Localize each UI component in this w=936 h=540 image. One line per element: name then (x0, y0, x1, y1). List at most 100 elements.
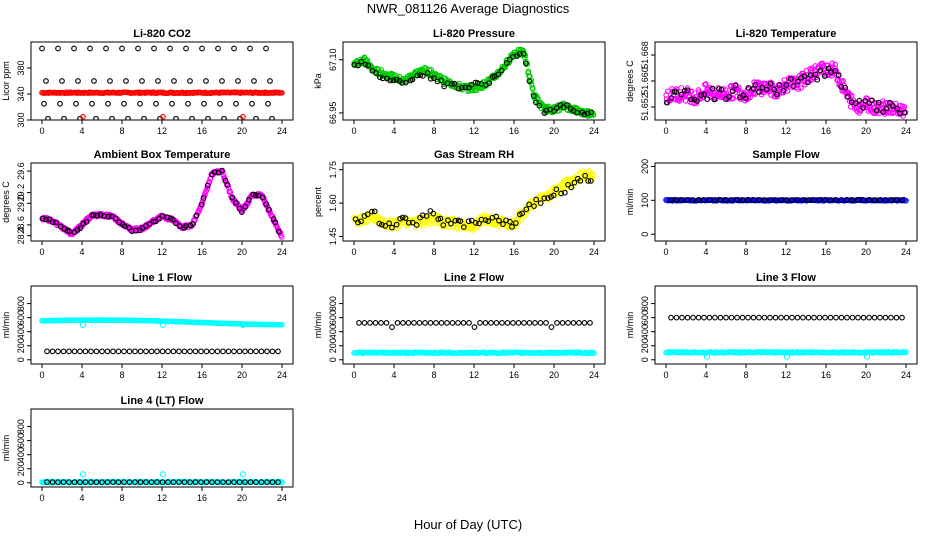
data-point (726, 93, 732, 100)
data-point (454, 225, 461, 232)
data-point (887, 99, 893, 106)
data-point (115, 348, 122, 355)
panel-title: Li-820 CO2 (133, 28, 190, 40)
data-point (756, 197, 762, 203)
data-point (91, 78, 97, 84)
data-point (240, 113, 246, 120)
data-point (899, 314, 905, 321)
data-point (405, 320, 412, 326)
data-point (356, 320, 362, 326)
panel-1: Li-820 CO2 Licor ppm 0 4 8 12 16 20 24 300 340 380 (1, 28, 294, 136)
data-point (894, 105, 901, 112)
data-point (153, 100, 159, 107)
data-point (695, 314, 702, 321)
data-point (220, 348, 226, 355)
series-line-1 (39, 317, 285, 329)
data-point (506, 56, 513, 63)
data-point (688, 96, 694, 103)
data-point (411, 320, 417, 326)
x-tick-label: 20 (237, 370, 247, 380)
x-tick-label: 0 (351, 370, 356, 380)
data-point (703, 81, 709, 87)
data-point (812, 71, 819, 78)
data-point (701, 314, 707, 321)
series-standards (44, 479, 281, 485)
data-point (135, 45, 141, 52)
data-point (105, 100, 111, 107)
data-point (104, 348, 111, 355)
data-point (192, 479, 199, 485)
data-point (822, 314, 828, 321)
data-point (860, 105, 866, 111)
y-tick-label: 28.6 (16, 216, 26, 234)
data-point (438, 320, 445, 326)
data-point (835, 72, 842, 79)
data-point (205, 115, 211, 120)
x-axis-title: Hour of Day (UTC) (413, 517, 523, 532)
data-point (704, 96, 711, 102)
series-standards (668, 314, 905, 321)
data-point (582, 172, 588, 179)
data-point (752, 81, 759, 88)
series-standards (44, 348, 281, 355)
data-point (364, 211, 371, 218)
x-tick-label: 24 (277, 126, 287, 136)
data-point (361, 320, 368, 326)
x-tick-label: 4 (703, 126, 708, 136)
data-point (860, 314, 867, 321)
data-point (422, 320, 428, 326)
data-point (504, 320, 511, 326)
y-tick-label: 400 (16, 447, 26, 462)
x-tick-label: 20 (549, 126, 559, 136)
data-point (805, 197, 812, 203)
figure-title: NWR_081126 Average Diagnostics (366, 1, 570, 16)
data-point (537, 200, 544, 206)
data-point (520, 50, 527, 57)
data-point (553, 105, 560, 111)
data-point (476, 220, 482, 227)
data-point (201, 100, 207, 107)
data-point (214, 479, 221, 485)
data-point (204, 182, 211, 189)
data-point (39, 45, 45, 52)
x-tick-label: 8 (119, 126, 124, 136)
data-point (406, 219, 412, 226)
data-point (97, 212, 104, 218)
data-point (77, 225, 84, 231)
data-point (866, 197, 872, 203)
panel-5: Gas Stream RH percent 0 4 8 12 16 20 24 1.45 1.60 1… (313, 149, 606, 257)
data-point (457, 218, 464, 225)
data-point (767, 197, 773, 203)
data-point (269, 479, 276, 485)
data-point (444, 320, 450, 326)
data-point (229, 194, 236, 201)
y-axis-label: ml/min (1, 435, 11, 462)
data-point (198, 479, 204, 485)
y-tick-label: 0 (328, 357, 338, 362)
data-point (121, 223, 128, 229)
x-tick-label: 8 (431, 126, 436, 136)
data-point (869, 97, 875, 104)
x-tick-label: 0 (39, 370, 44, 380)
data-point (251, 78, 257, 84)
data-point (432, 220, 438, 227)
data-point (159, 348, 166, 355)
data-point (55, 479, 61, 485)
data-point (526, 320, 533, 326)
data-point (413, 222, 420, 228)
data-point (814, 76, 821, 83)
data-point (570, 320, 577, 326)
data-point (825, 65, 832, 72)
x-tick-label: 20 (861, 247, 871, 257)
data-point (383, 320, 390, 326)
data-point (526, 201, 532, 208)
y-tick-label: 600 (640, 310, 650, 325)
data-point (706, 314, 713, 321)
data-point (855, 314, 861, 321)
data-point (105, 213, 112, 220)
data-point (739, 314, 746, 321)
data-point (471, 349, 479, 356)
data-point (703, 353, 711, 360)
data-point (253, 115, 259, 120)
data-point (581, 111, 588, 118)
